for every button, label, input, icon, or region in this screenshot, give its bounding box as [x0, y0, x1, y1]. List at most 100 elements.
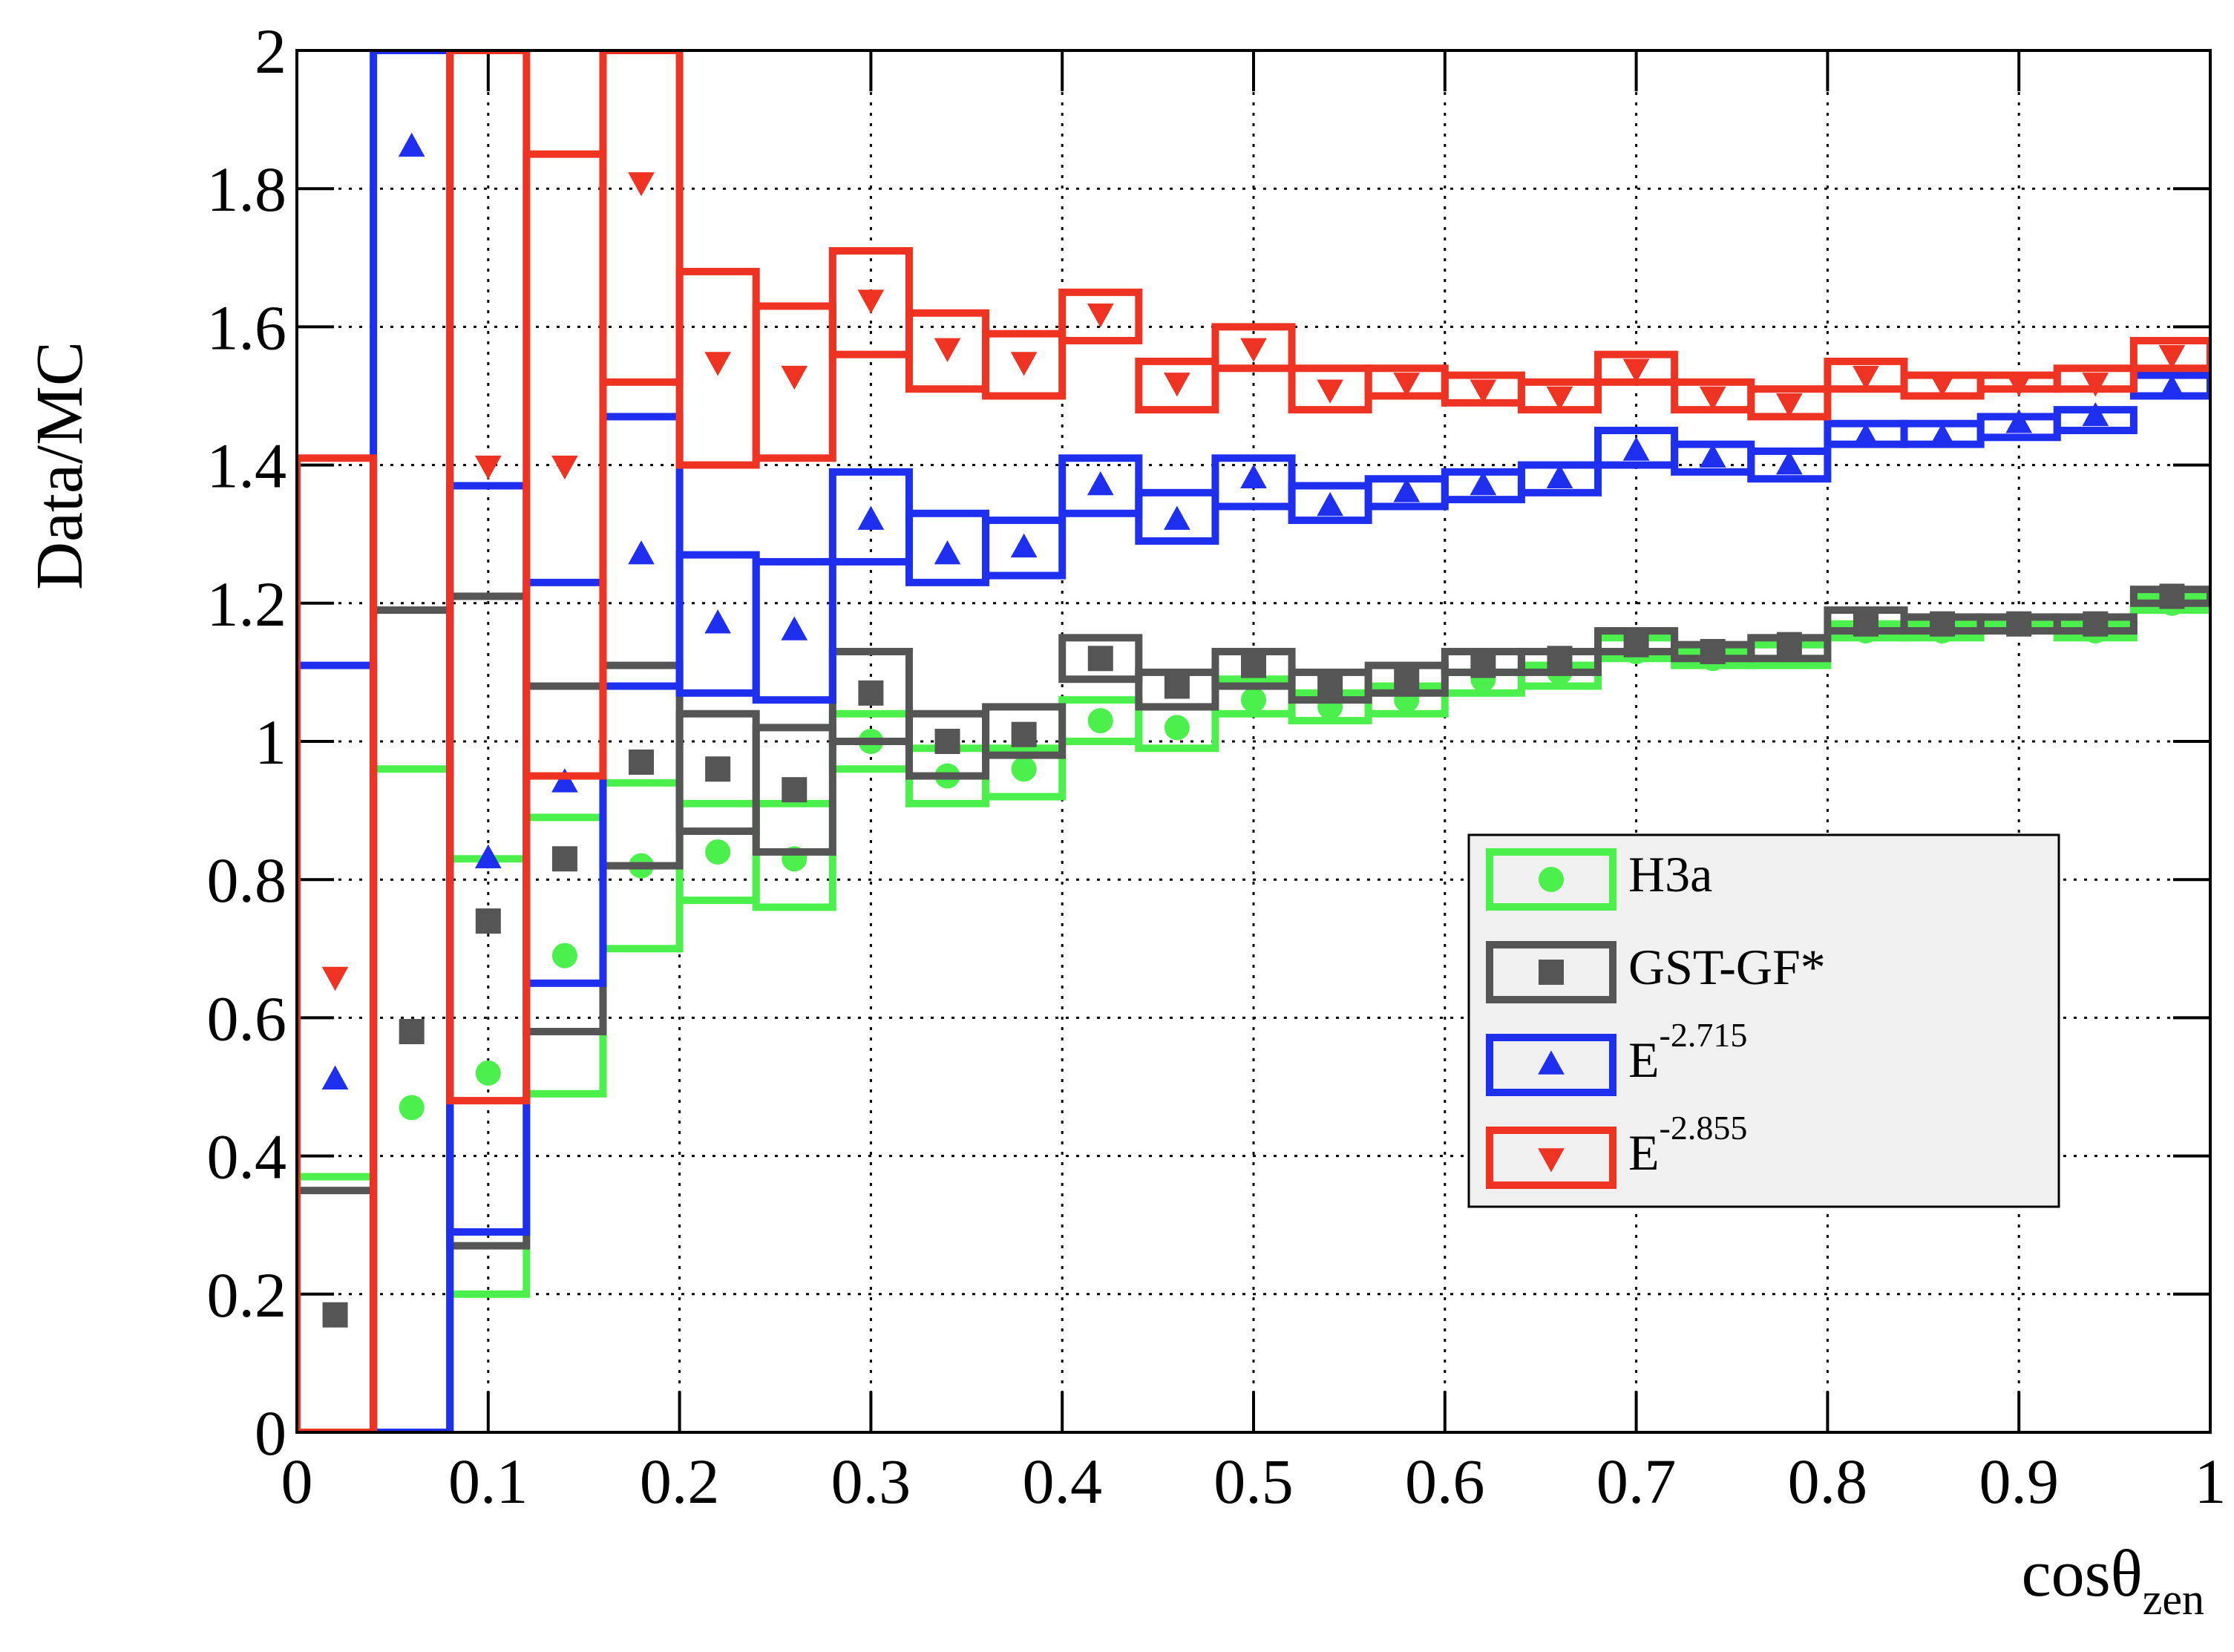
legend-label: GST-GF*: [1628, 939, 1826, 995]
marker: [1853, 611, 1878, 637]
marker: [2082, 401, 2109, 427]
marker: [2159, 583, 2185, 609]
error-band: [982, 703, 1067, 759]
marker: [399, 1095, 425, 1121]
marker: [1775, 393, 1803, 418]
x-axis-title-sub: zen: [2143, 1575, 2204, 1624]
legend-exponent: -2.715: [1660, 1016, 1748, 1054]
x-tick-label: 0.6: [1405, 1446, 1485, 1517]
marker: [1241, 652, 1266, 678]
y-tick-label: 0.8: [207, 845, 287, 916]
y-tick-label: 0: [255, 1397, 286, 1469]
legend-label: H3a: [1628, 846, 1712, 902]
marker: [934, 540, 961, 565]
legend-swatch: [1486, 848, 1616, 911]
marker: [1317, 379, 1343, 404]
y-tick-label: 1.4: [207, 430, 287, 502]
y-axis-title: Data/MC: [23, 341, 96, 590]
marker: [704, 609, 732, 634]
marker: [2005, 409, 2033, 433]
x-tick-label: 0.9: [1979, 1446, 2059, 1517]
marker: [934, 338, 961, 362]
marker: [2083, 611, 2109, 637]
legend: H3a GST-GF* E -2.715 E-2.855: [1467, 833, 2060, 1208]
error-band: [982, 330, 1067, 400]
x-tick-label: 0.8: [1788, 1446, 1868, 1517]
marker: [551, 943, 577, 968]
legend-exponent: -2.855: [1660, 1109, 1748, 1147]
marker: [1930, 611, 1956, 637]
y-tick-label: 0.6: [207, 983, 287, 1054]
legend-name: H3a: [1628, 846, 1712, 902]
x-tick-label: 1: [2195, 1446, 2227, 1517]
marker: [1700, 638, 1726, 664]
marker: [628, 540, 655, 565]
marker: [857, 505, 885, 530]
y-tick-label: 2: [255, 16, 286, 87]
marker: [1699, 443, 1726, 468]
marker: [1470, 471, 1497, 496]
marker: [1317, 673, 1343, 699]
x-tick-label: 0.2: [640, 1446, 720, 1517]
marker: [781, 616, 808, 640]
marker: [2006, 611, 2032, 637]
legend-box: [1467, 833, 2060, 1208]
marker: [858, 680, 884, 706]
marker: [1538, 1050, 1565, 1075]
legend-label: E-2.855: [1628, 1109, 1747, 1181]
y-tick-label: 1.6: [207, 292, 287, 363]
marker: [1164, 373, 1190, 397]
error-band: [752, 557, 836, 704]
marker: [857, 289, 885, 314]
y-tick-label: 1.8: [207, 154, 287, 225]
marker: [629, 749, 655, 775]
error-band: [752, 724, 836, 856]
marker: [1622, 358, 1650, 383]
marker: [1394, 666, 1420, 692]
marker: [1317, 491, 1343, 517]
legend-name: GST-GF*: [1628, 939, 1826, 995]
marker: [1011, 756, 1037, 782]
plot-frame: [295, 49, 2212, 1434]
marker: [1539, 960, 1564, 985]
error-band: [752, 302, 836, 462]
marker: [1164, 715, 1190, 741]
marker: [1699, 386, 1726, 411]
marker: [1010, 352, 1038, 376]
marker: [1087, 646, 1113, 672]
marker: [474, 844, 502, 869]
marker: [1546, 386, 1573, 411]
error-band: [1058, 288, 1143, 345]
y-tick-label: 0.4: [207, 1121, 287, 1193]
marker: [551, 455, 578, 480]
x-tick-label: 0.7: [1596, 1446, 1677, 1517]
marker: [781, 365, 808, 390]
marker: [1776, 632, 1802, 658]
legend-name: E: [1628, 1124, 1660, 1181]
marker: [1240, 464, 1267, 488]
marker: [1087, 304, 1114, 328]
error-band: [1135, 357, 1219, 414]
marker: [1470, 379, 1497, 404]
marker: [1164, 505, 1190, 530]
y-tick-label: 1: [255, 707, 286, 778]
marker: [1087, 708, 1113, 734]
marker: [1087, 471, 1114, 496]
y-tick-label: 1.2: [207, 568, 287, 640]
marker: [321, 1065, 349, 1089]
marker: [551, 846, 577, 872]
marker: [2158, 374, 2186, 399]
legend-swatch: [1486, 941, 1616, 1003]
marker: [934, 729, 960, 754]
marker: [704, 352, 732, 376]
marker: [1546, 464, 1573, 488]
plot-area: [297, 50, 2210, 1432]
marker: [782, 777, 808, 803]
x-tick-label: 0.3: [831, 1446, 911, 1517]
marker: [398, 132, 425, 157]
marker: [475, 1060, 501, 1086]
marker: [705, 756, 731, 782]
